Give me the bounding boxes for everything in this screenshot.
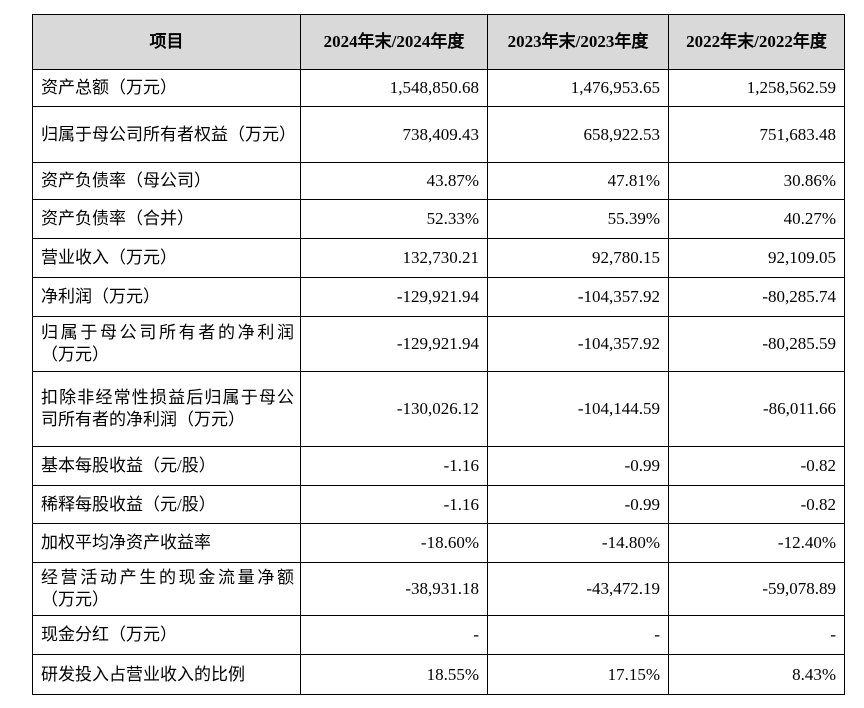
cell-value: -80,285.74 bbox=[668, 277, 845, 317]
table-row: 资产负债率（母公司） 43.87% 47.81% 30.86% bbox=[32, 162, 845, 200]
column-header: 项目 bbox=[32, 14, 301, 70]
cell-value: -59,078.89 bbox=[668, 562, 845, 616]
table-row: 经营活动产生的现金流量净额（万元） -38,931.18 -43,472.19 -59… bbox=[32, 562, 845, 616]
table-row: 稀释每股收益（元/股） -1.16 -0.99 -0.82 bbox=[32, 485, 845, 524]
cell-value: - bbox=[300, 615, 488, 655]
cell-value: -80,285.59 bbox=[668, 316, 845, 372]
table-row: 资产负债率（合并） 52.33% 55.39% 40.27% bbox=[32, 199, 845, 239]
row-label: 经营活动产生的现金流量净额（万元） bbox=[32, 562, 301, 616]
row-label: 加权平均净资产收益率 bbox=[32, 523, 301, 563]
cell-value: -12.40% bbox=[668, 523, 845, 563]
row-label: 资产负债率（母公司） bbox=[32, 162, 301, 200]
row-label: 归属于母公司所有者权益（万元） bbox=[32, 106, 301, 163]
row-label: 基本每股收益（元/股） bbox=[32, 446, 301, 486]
table-row: 归属于母公司所有者的净利润（万元） -129,921.94 -104,357.92-… bbox=[32, 316, 845, 372]
column-header: 2022年末/2022年度 bbox=[668, 14, 845, 70]
cell-value: -0.82 bbox=[668, 485, 845, 524]
cell-value: -1.16 bbox=[300, 485, 488, 524]
row-label: 扣除非经常性损益后归属于母公司所有者的净利润（万元） bbox=[32, 371, 301, 447]
cell-value: -43,472.19 bbox=[487, 562, 669, 616]
cell-value: 47.81% bbox=[487, 162, 669, 200]
cell-value: 751,683.48 bbox=[668, 106, 845, 163]
cell-value: 1,548,850.68 bbox=[300, 69, 488, 107]
cell-value: 92,780.15 bbox=[487, 238, 669, 278]
table-row: 归属于母公司所有者权益（万元） 738,409.43 658,922.53 751,6… bbox=[32, 106, 845, 163]
row-label: 净利润（万元） bbox=[32, 277, 301, 317]
cell-value: -104,357.92 bbox=[487, 277, 669, 317]
table-row: 现金分红（万元） - - - bbox=[32, 615, 845, 655]
cell-value: 8.43% bbox=[668, 654, 845, 695]
cell-value: -104,357.92 bbox=[487, 316, 669, 372]
cell-value: 17.15% bbox=[487, 654, 669, 695]
cell-value: 92,109.05 bbox=[668, 238, 845, 278]
cell-value: -130,026.12 bbox=[300, 371, 488, 447]
cell-value: 30.86% bbox=[668, 162, 845, 200]
cell-value: -1.16 bbox=[300, 446, 488, 486]
table-row: 加权平均净资产收益率 -18.60% -14.80% -12.40% bbox=[32, 523, 845, 563]
cell-value: -129,921.94 bbox=[300, 277, 488, 317]
cell-value: 43.87% bbox=[300, 162, 488, 200]
cell-value: 738,409.43 bbox=[300, 106, 488, 163]
cell-value: -18.60% bbox=[300, 523, 488, 563]
cell-value: -129,921.94 bbox=[300, 316, 488, 372]
table-row: 资产总额（万元） 1,548,850.68 1,476,953.65 1,258,56… bbox=[32, 69, 845, 107]
cell-value: 18.55% bbox=[300, 654, 488, 695]
cell-value: -0.99 bbox=[487, 446, 669, 486]
cell-value: 55.39% bbox=[487, 199, 669, 239]
cell-value: 658,922.53 bbox=[487, 106, 669, 163]
row-label: 归属于母公司所有者的净利润（万元） bbox=[32, 316, 301, 372]
row-label: 资产负债率（合并） bbox=[32, 199, 301, 239]
row-label: 资产总额（万元） bbox=[32, 69, 301, 107]
cell-value: 132,730.21 bbox=[300, 238, 488, 278]
row-label: 研发投入占营业收入的比例 bbox=[32, 654, 301, 695]
row-label: 稀释每股收益（元/股） bbox=[32, 485, 301, 524]
row-label: 现金分红（万元） bbox=[32, 615, 301, 655]
cell-value: 1,258,562.59 bbox=[668, 69, 845, 107]
table-row: 基本每股收益（元/股） -1.16 -0.99 -0.82 bbox=[32, 446, 845, 486]
cell-value: 40.27% bbox=[668, 199, 845, 239]
cell-value: -14.80% bbox=[487, 523, 669, 563]
cell-value: -38,931.18 bbox=[300, 562, 488, 616]
financial-table: 项目 2024年末/2024年度 2023年末/2023年度 2022年末/2022年… bbox=[32, 14, 845, 695]
header-row: 项目 2024年末/2024年度 2023年末/2023年度 2022年末/2022年… bbox=[32, 14, 845, 70]
cell-value: - bbox=[487, 615, 669, 655]
cell-value: - bbox=[668, 615, 845, 655]
column-header: 2024年末/2024年度 bbox=[300, 14, 488, 70]
row-label: 营业收入（万元） bbox=[32, 238, 301, 278]
table-row: 扣除非经常性损益后归属于母公司所有者的净利润（万元） -130,026.12 -10… bbox=[32, 371, 845, 447]
cell-value: -86,011.66 bbox=[668, 371, 845, 447]
table-row: 研发投入占营业收入的比例 18.55% 17.15% 8.43% bbox=[32, 654, 845, 695]
table-row: 净利润（万元） -129,921.94 -104,357.92 -80,285.74 bbox=[32, 277, 845, 317]
column-header: 2023年末/2023年度 bbox=[487, 14, 669, 70]
table-row: 营业收入（万元） 132,730.21 92,780.15 92,109.05 bbox=[32, 238, 845, 278]
cell-value: 52.33% bbox=[300, 199, 488, 239]
cell-value: 1,476,953.65 bbox=[487, 69, 669, 107]
cell-value: -0.82 bbox=[668, 446, 845, 486]
cell-value: -0.99 bbox=[487, 485, 669, 524]
cell-value: -104,144.59 bbox=[487, 371, 669, 447]
